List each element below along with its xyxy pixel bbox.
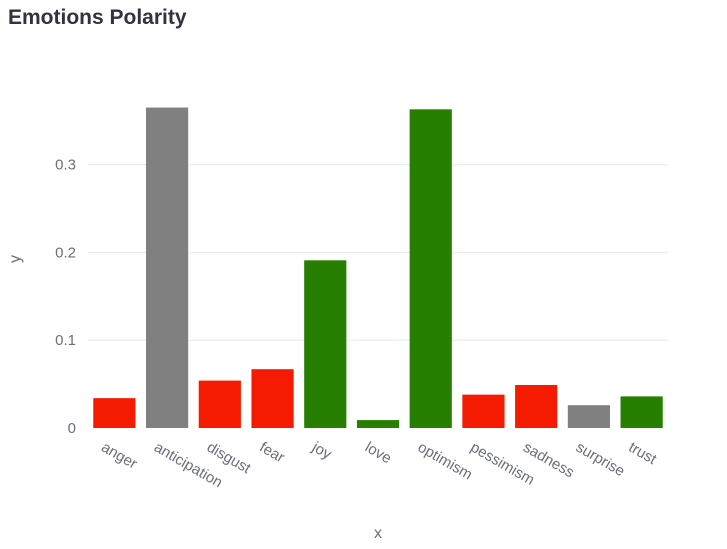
bar-fear[interactable]	[251, 369, 294, 428]
bar-surprise[interactable]	[567, 405, 610, 428]
y-axis-title: y	[7, 255, 24, 263]
y-tick-labels: 0 0.1 0.2 0.3	[55, 157, 76, 437]
bar-pessimism[interactable]	[462, 394, 505, 428]
x-tick-label: love	[362, 439, 394, 467]
x-tick-label: surprise	[573, 439, 628, 480]
x-axis-title: x	[374, 525, 382, 542]
bar-anger[interactable]	[93, 398, 136, 428]
chart-title: Emotions Polarity	[8, 6, 187, 29]
bar-love[interactable]	[356, 420, 400, 428]
bar-joy[interactable]	[304, 260, 347, 428]
x-tick-label: trust	[626, 439, 660, 469]
x-tick-label: optimism	[415, 439, 475, 484]
y-tick-label: 0.2	[55, 244, 76, 261]
x-tick-label: joy	[308, 438, 334, 463]
bars	[93, 107, 663, 429]
x-tick-label: fear	[257, 439, 288, 467]
y-tick-label: 0.1	[55, 332, 76, 349]
bar-sadness[interactable]	[515, 384, 558, 428]
bar-optimism[interactable]	[409, 109, 452, 429]
y-tick-label: 0	[68, 420, 76, 437]
bar-trust[interactable]	[620, 396, 663, 428]
bar-disgust[interactable]	[198, 380, 241, 428]
bar-anticipation[interactable]	[146, 107, 189, 428]
y-tick-label: 0.3	[55, 157, 76, 174]
x-tick-label: anger	[98, 439, 140, 473]
